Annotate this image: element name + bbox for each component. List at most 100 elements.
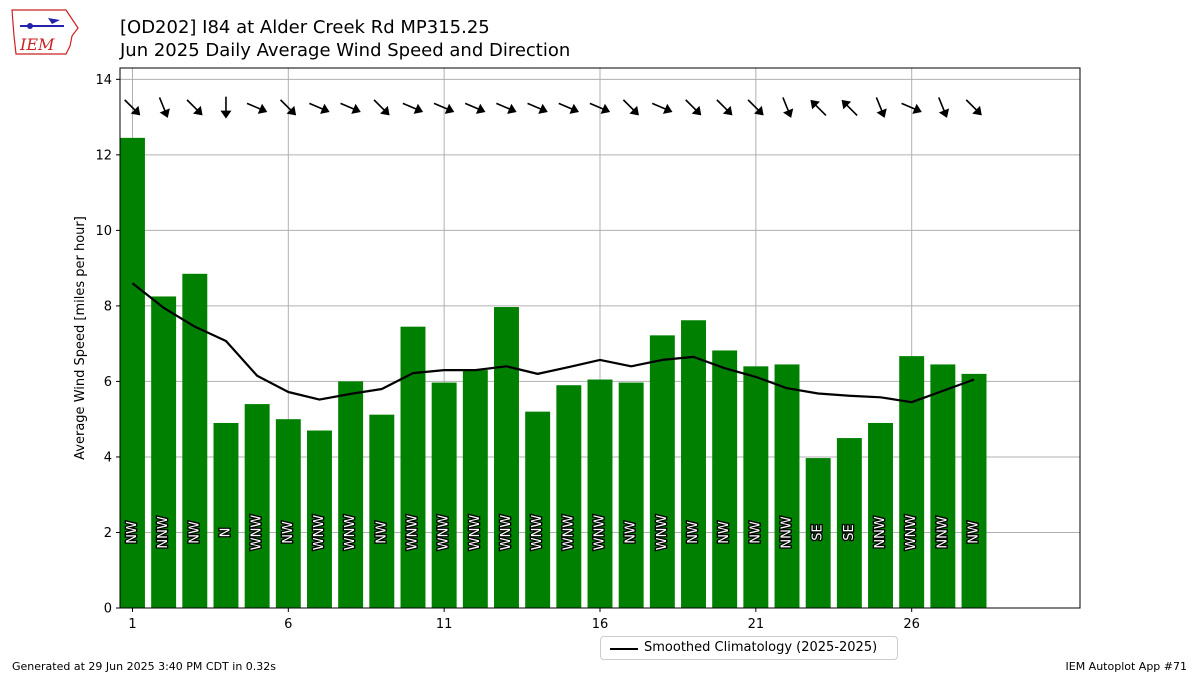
speed-bar	[275, 419, 301, 608]
wind-arrow-shaft	[589, 102, 604, 110]
y-tick-label: 14	[95, 73, 112, 88]
wind-arrow-shaft	[246, 102, 262, 110]
wind-arrow-shaft	[433, 102, 449, 110]
y-tick-label: 4	[104, 450, 112, 465]
wind-arrow-head	[841, 99, 852, 110]
wind-arrow-shaft	[965, 99, 978, 112]
direction-label: WNW	[437, 515, 452, 551]
wind-arrow-shaft	[402, 102, 417, 110]
wind-arrow	[309, 102, 330, 114]
y-tick-label: 8	[104, 299, 112, 314]
speed-bar	[400, 326, 426, 608]
speed-bar	[431, 382, 457, 608]
x-axis: 1 6 11 16 21 26	[128, 608, 920, 632]
direction-label: WNW	[250, 515, 265, 551]
y-tick-label: 6	[104, 375, 112, 390]
wind-arrow-shaft	[124, 99, 136, 112]
climatology-line-group	[131, 282, 975, 404]
speed-bar	[182, 273, 208, 608]
wind-arrow	[901, 102, 922, 114]
wind-arrow-shaft	[685, 99, 697, 112]
direction-label: N	[218, 528, 233, 538]
iem-logo: IEM	[11, 9, 79, 55]
y-tick-label: 12	[95, 148, 112, 163]
y-tick-label: 10	[95, 224, 112, 239]
direction-label: NW	[717, 521, 732, 544]
x-tick-label: 26	[903, 617, 920, 632]
wind-arrow-head	[912, 103, 922, 114]
wind-arrow-head	[810, 99, 820, 110]
speed-bar	[930, 364, 956, 608]
y-axis-label: Average Wind Speed [miles per hour]	[73, 216, 88, 460]
direction-label: SE	[811, 524, 826, 540]
iowa-outline-icon	[11, 9, 79, 55]
direction-arrows	[124, 96, 982, 119]
wind-arrow	[622, 99, 639, 116]
wind-arrow	[158, 97, 170, 118]
wind-arrow-shaft	[782, 97, 790, 112]
station-dot-icon	[27, 23, 33, 29]
wind-arrow-shaft	[309, 102, 324, 110]
speed-bar	[587, 379, 613, 608]
wind-arrow-shaft	[901, 102, 916, 110]
wind-arrow	[124, 99, 141, 116]
speed-bar	[525, 411, 551, 608]
x-tick-label: 11	[436, 617, 453, 632]
direction-label: NW	[281, 521, 296, 544]
wind-arrow	[279, 99, 297, 116]
legend-label: Smoothed Climatology (2025-2025)	[644, 640, 878, 655]
direction-label: WNW	[561, 515, 576, 551]
wind-arrow	[965, 99, 982, 116]
wind-arrow-shaft	[716, 99, 729, 112]
speed-bar	[556, 385, 582, 608]
direction-label: NNW	[780, 516, 795, 548]
chart-title: [OD202] I84 at Alder Creek Rd MP315.25	[120, 17, 490, 38]
x-tick-label: 6	[284, 617, 292, 632]
wind-arrow-head	[220, 110, 232, 119]
logo-text: IEM	[19, 35, 55, 54]
y-axis: 0 2 4 6 8 10 12 14	[95, 73, 120, 617]
speed-bar	[120, 137, 145, 608]
wind-arrow	[496, 102, 517, 114]
wind-arrow-head	[691, 105, 702, 116]
wind-arrow-head	[475, 103, 486, 114]
speed-bar	[307, 430, 332, 608]
y-tick-label: 2	[104, 526, 112, 541]
app-credit: IEM Autoplot App #71	[1065, 660, 1188, 673]
wind-flag-icon	[48, 18, 60, 24]
direction-label: WNW	[904, 515, 919, 551]
wind-arrow	[246, 102, 268, 114]
direction-label: SE	[842, 524, 857, 540]
wind-arrow-head	[876, 108, 887, 118]
direction-labels: NW NNW NW N WNW NW WNW WNW NW WNW WNW WNW WNW WNW WNW W…	[124, 513, 983, 551]
wind-arrow	[340, 102, 361, 114]
wind-arrow-head	[193, 105, 203, 116]
wind-arrow-shaft	[186, 99, 199, 112]
wind-arrow-head	[320, 103, 330, 114]
wind-arrow	[589, 102, 611, 114]
direction-label: NW	[187, 521, 202, 544]
direction-label: WNW	[655, 515, 670, 551]
wind-arrow	[841, 99, 858, 116]
wind-arrow-head	[754, 105, 764, 116]
wind-arrow-shaft	[340, 102, 355, 110]
wind-arrow-head	[351, 103, 361, 114]
wind-arrow-shaft	[875, 97, 883, 112]
wind-arrow-shaft	[279, 99, 292, 112]
wind-arrow	[558, 102, 579, 114]
generated-timestamp: Generated at 29 Jun 2025 3:40 PM CDT in …	[12, 660, 277, 673]
speed-bar	[618, 382, 644, 608]
chart-subtitle: Jun 2025 Daily Average Wind Speed and Di…	[120, 40, 571, 61]
wind-arrow-head	[286, 105, 297, 116]
wind-arrow-head	[380, 105, 390, 116]
speed-bar	[712, 350, 738, 608]
direction-label: NW	[967, 521, 982, 544]
y-tick-label: 0	[104, 602, 112, 617]
wind-arrow-shaft	[747, 99, 760, 112]
speed-bar	[338, 381, 364, 608]
wind-arrow-head	[507, 103, 517, 114]
wind-arrow-shaft	[937, 97, 946, 112]
direction-label: NW	[624, 521, 639, 544]
x-tick-label: 16	[592, 617, 609, 632]
